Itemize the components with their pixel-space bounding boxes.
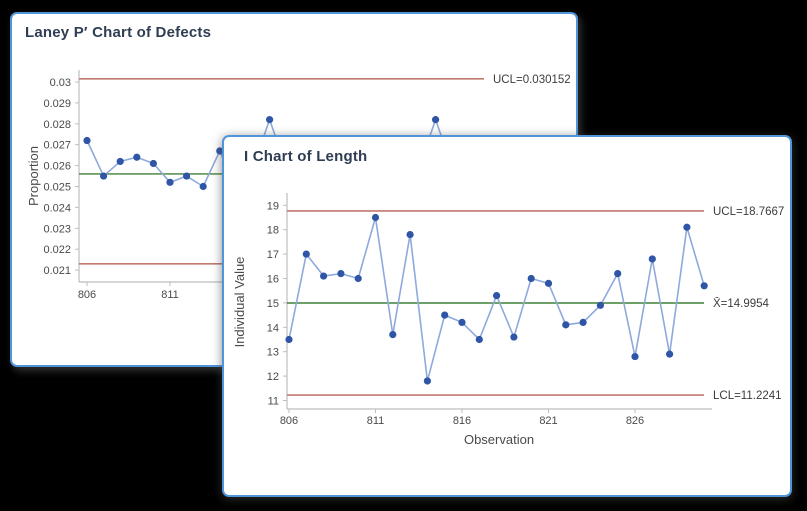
data-point[interactable] [458,318,466,327]
data-point[interactable] [266,116,274,124]
data-point[interactable] [149,159,157,168]
data-point[interactable] [371,213,380,222]
ucl-label: UCL=0.030152 [493,74,571,86]
x-axis-title: Observation [464,432,534,447]
x-tick-label: 806 [78,289,96,301]
laney-chart-title: Laney P′ Chart of Defects [25,24,212,41]
data-point[interactable] [562,321,570,329]
x-tick-label: 816 [453,415,471,427]
data-point[interactable] [631,352,639,361]
data-point[interactable] [216,147,224,155]
data-point[interactable] [133,153,141,161]
ucl-label: UCL=18.7667 [713,206,784,218]
y-tick-label: 0.029 [43,98,71,110]
data-point[interactable] [596,301,604,309]
y-tick-label: 0.023 [43,223,71,235]
data-point[interactable] [166,178,174,186]
data-point[interactable] [493,291,501,300]
y-tick-label: 17 [267,249,279,261]
y-tick-label: 0.027 [43,140,71,152]
data-point[interactable] [614,270,622,278]
data-point[interactable] [199,182,207,191]
x-tick-label: 811 [367,415,385,427]
y-tick-label: 19 [267,200,279,212]
lcl-label: LCL=11.2241 [713,390,782,402]
data-point[interactable] [432,116,440,124]
data-point[interactable] [389,331,397,339]
data-point[interactable] [648,255,656,263]
data-point[interactable] [406,230,414,239]
data-point[interactable] [83,136,91,145]
data-point[interactable] [116,157,124,166]
data-point[interactable] [579,318,587,327]
y-tick-label: 0.021 [43,265,71,277]
data-point[interactable] [354,274,362,283]
center-label: X̄=14.9954 [713,297,770,310]
data-point[interactable] [475,335,483,344]
y-tick-label: 15 [267,298,279,310]
y-tick-label: 0.025 [43,182,71,194]
data-point[interactable] [510,333,518,341]
series-line [288,216,705,382]
data-point[interactable] [100,172,108,180]
y-tick-label: 16 [267,273,279,285]
y-tick-label: 0.026 [43,161,71,173]
data-point[interactable] [320,272,328,280]
x-tick-label: 811 [161,289,179,301]
laney-p-chart-plot: 0.03 0.029 0.028 0.027 0.026 0.025 0.024 0.023 0… [26,70,571,301]
i-chart-window[interactable]: I Chart of Length 19 18 17 16 15 14 13 12 11 806 8… [222,135,792,497]
data-point[interactable] [302,250,310,258]
x-tick-label: 821 [539,415,557,427]
y-tick-label: 0.03 [50,77,71,89]
data-point[interactable] [683,223,691,231]
data-point[interactable] [700,282,708,290]
y-tick-label: 12 [267,371,279,383]
data-point[interactable] [337,270,345,278]
y-tick-label: 18 [267,225,279,237]
y-axis-title: Individual Value [232,257,247,348]
data-point[interactable] [441,311,449,319]
y-tick-label: 11 [268,395,279,407]
x-tick-label: 826 [626,415,644,427]
data-point[interactable] [544,279,553,287]
y-tick-label: 14 [267,322,279,334]
data-point[interactable] [423,377,431,385]
y-tick-label: 13 [267,347,279,359]
i-chart-title: I Chart of Length [244,148,368,165]
y-tick-label: 0.028 [43,119,71,131]
y-axis-title: Proportion [26,146,41,206]
data-point[interactable] [527,274,535,283]
data-point[interactable] [183,172,191,180]
x-tick-label: 806 [280,415,298,427]
data-point[interactable] [666,350,674,358]
y-tick-label: 0.022 [43,244,71,256]
y-tick-label: 0.024 [43,202,71,214]
data-point[interactable] [285,335,293,344]
